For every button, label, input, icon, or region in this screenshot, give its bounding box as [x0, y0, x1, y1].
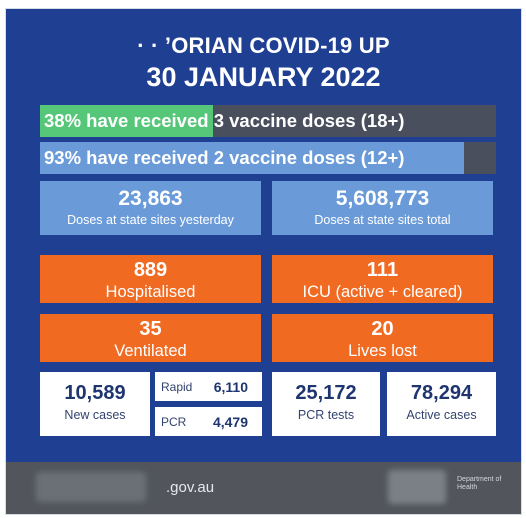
new-cases-card: 10,589 New cases: [40, 372, 150, 436]
doses-total-label: Doses at state sites total: [314, 213, 451, 227]
hospitalised-label: Hospitalised: [105, 283, 196, 301]
active-cases-label: Active cases: [406, 408, 477, 422]
active-cases-value: 78,294: [410, 382, 473, 404]
rapid-cases-card: Rapid 6,110: [155, 372, 262, 401]
rapid-value: 6,110: [213, 379, 248, 395]
blurred-crest: [388, 470, 446, 504]
vaccine-bar-2-doses-label: 93% have received 2 vaccine doses (12+): [44, 147, 405, 168]
icu-label: ICU (active + cleared): [302, 283, 463, 301]
vaccine-bar-2-doses-fill: [40, 142, 465, 174]
doses-total-card: 5,608,773 Doses at state sites total: [272, 181, 493, 235]
doses-total-value: 5,608,773: [335, 187, 430, 210]
lives-lost-card: 20 Lives lost: [272, 314, 493, 362]
vaccine-bar-3-doses-fill: [40, 105, 214, 137]
active-cases-card: 78,294 Active cases: [387, 372, 496, 436]
doses-yesterday-card: 23,863 Doses at state sites yesterday: [40, 181, 261, 235]
pcr-cases-card: PCR 4,479: [155, 407, 262, 436]
lives-lost-value: 20: [371, 318, 394, 340]
new-cases-value: 10,589: [64, 382, 126, 404]
lives-lost-label: Lives lost: [348, 342, 417, 360]
icu-value: 111: [366, 259, 399, 281]
hospitalised-card: 889 Hospitalised: [40, 255, 261, 303]
pcr-tests-value: 25,172: [295, 382, 357, 404]
vaccine-bar-3-doses: 38% have received 3 vaccine doses (18+): [40, 105, 496, 137]
ventilated-card: 35 Ventilated: [40, 314, 261, 362]
pcr-tests-label: PCR tests: [297, 408, 355, 422]
website-text: .gov.au: [166, 479, 215, 496]
new-cases-label: New cases: [64, 408, 126, 422]
hospitalised-value: 889: [133, 259, 168, 281]
doses-yesterday-label: Doses at state sites yesterday: [67, 213, 234, 227]
ventilated-value: 35: [139, 318, 162, 340]
pcr-value: 4,479: [212, 414, 248, 430]
title-date: 30 JANUARY 2022: [146, 62, 381, 92]
department-of-health-label: Department of Health: [457, 476, 502, 491]
ventilated-label: Ventilated: [114, 342, 187, 360]
title-line-1: · · ’ORIAN COVID-19 UP: [137, 33, 390, 58]
rapid-label: Rapid: [161, 380, 193, 394]
doses-yesterday-value: 23,863: [118, 187, 183, 210]
blurred-logo: [36, 472, 146, 502]
pcr-tests-card: 25,172 PCR tests: [272, 372, 380, 436]
covid-update-infographic: · · ’ORIAN COVID-19 UP 30 JANUARY 2022 3…: [5, 8, 522, 515]
vaccine-bar-3-doses-label: 38% have received 3 vaccine doses (18+): [44, 110, 405, 131]
vaccine-bar-2-doses: 93% have received 2 vaccine doses (12+): [40, 142, 496, 174]
pcr-label: PCR: [161, 415, 187, 429]
footer: .gov.au Department of Health: [6, 462, 521, 514]
icu-card: 111 ICU (active + cleared): [272, 255, 493, 303]
